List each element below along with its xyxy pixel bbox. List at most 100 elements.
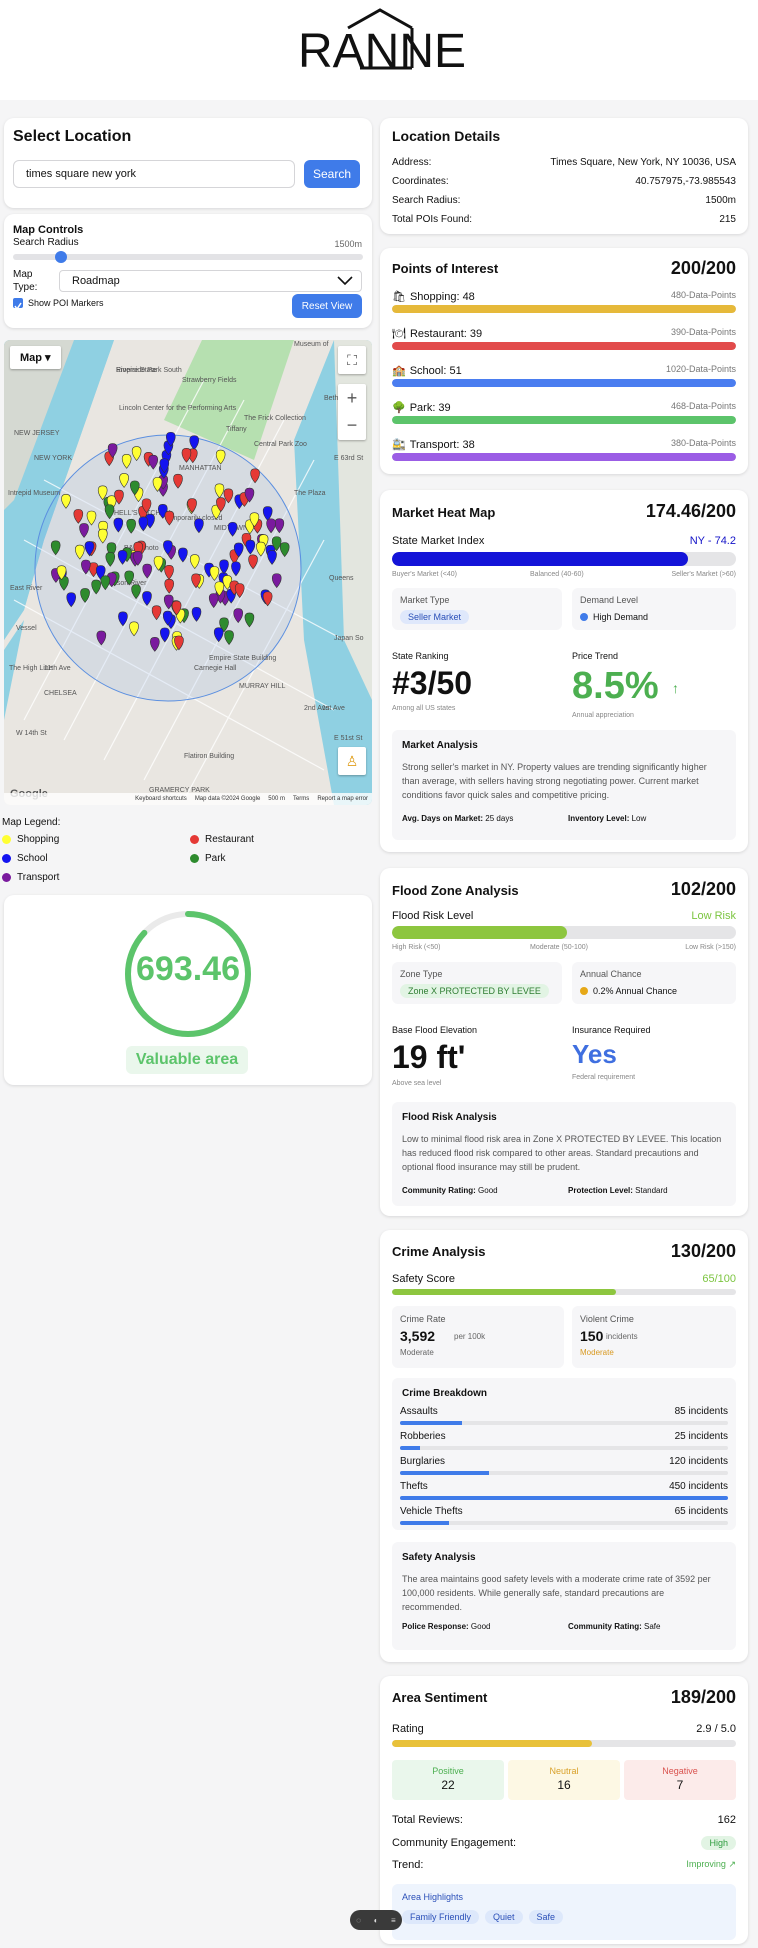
radius-slider-track[interactable] [13,254,363,260]
search-button[interactable]: Search [304,160,360,188]
poi-marker-icon[interactable] [91,579,101,595]
poi-marker-icon[interactable] [151,605,162,621]
poi-marker-icon[interactable] [191,607,202,622]
poi-marker-icon[interactable] [104,504,115,520]
poi-marker-icon[interactable] [266,518,276,534]
poi-marker-icon[interactable] [181,448,192,463]
show-markers-checkbox[interactable] [13,298,23,311]
poi-marker-icon[interactable] [191,573,201,589]
poi-marker-icon[interactable] [223,488,234,504]
poi-marker-icon[interactable] [189,554,200,570]
poi-marker-icon[interactable] [262,591,273,607]
reset-view-button[interactable]: Reset View [292,294,362,318]
poi-marker-icon[interactable] [160,627,170,643]
poi-marker-icon[interactable] [73,509,84,524]
poi-marker-icon[interactable] [249,512,260,528]
poi-marker-icon[interactable] [189,435,200,451]
poi-marker-icon[interactable] [194,518,204,534]
poi-marker-icon[interactable] [61,494,71,509]
poi-marker-icon[interactable] [208,593,219,608]
poi-marker-icon[interactable] [148,454,159,470]
keyboard-shortcuts-link[interactable]: Keyboard shortcuts [135,796,187,802]
poi-marker-icon[interactable] [213,627,224,643]
poi-marker-icon[interactable] [227,521,238,537]
poi-marker-icon[interactable] [153,555,164,571]
poi-marker-icon[interactable] [150,637,160,652]
poi-marker-icon[interactable] [164,578,175,594]
poi-marker-icon[interactable] [216,497,226,512]
poi-marker-icon[interactable] [248,554,258,570]
map-type-toggle[interactable]: Map ▾ [10,346,61,369]
poi-marker-icon[interactable] [129,480,140,496]
poi-marker-icon[interactable] [117,549,128,565]
poi-marker-icon[interactable] [97,485,108,501]
poi-marker-icon[interactable] [231,561,241,577]
poi-marker-icon[interactable] [162,610,173,626]
poi-marker-icon[interactable] [219,559,229,575]
zoom-out-icon[interactable]: − [346,415,358,435]
poi-marker-icon[interactable] [79,523,89,538]
poi-marker-icon[interactable] [244,487,255,503]
fullscreen-icon[interactable]: ⛶ [338,346,366,374]
report-error-link[interactable]: Report a map error [317,796,368,802]
poi-marker-icon[interactable] [171,600,182,616]
poi-marker-icon[interactable] [131,584,141,600]
poi-marker-icon[interactable] [129,621,139,637]
map-type-select[interactable]: Roadmap [59,270,362,292]
poi-marker-icon[interactable] [142,591,152,606]
poi-marker-icon[interactable] [163,594,174,610]
poi-marker-icon[interactable] [256,541,266,557]
poi-marker-icon[interactable] [274,518,285,534]
poi-marker-icon[interactable] [133,550,143,566]
poi-marker-icon[interactable] [163,540,173,556]
poi-marker-icon[interactable] [142,563,152,579]
poi-marker-icon[interactable] [114,489,124,505]
poi-marker-icon[interactable] [279,542,290,558]
poi-marker-icon[interactable] [138,516,149,532]
poi-marker-icon[interactable] [214,581,225,597]
poi-marker-icon[interactable] [100,575,111,591]
poi-marker-icon[interactable] [152,477,163,492]
poi-marker-icon[interactable] [244,612,255,628]
poi-marker-icon[interactable] [124,570,135,586]
poi-marker-icon[interactable] [233,608,244,624]
poi-marker-icon[interactable] [233,542,244,558]
ranne-logo[interactable]: RANNE [298,6,466,78]
poi-marker-icon[interactable] [262,506,273,522]
poi-marker-icon[interactable] [178,547,188,563]
poi-marker-icon[interactable] [174,635,184,651]
poi-marker-icon[interactable] [84,541,95,556]
poi-marker-icon[interactable] [118,611,128,627]
map-view[interactable]: Riverside Park South Strawberry Fields Lin… [4,340,372,805]
menu-icon[interactable]: ≡ [391,1915,396,1925]
poi-marker-icon[interactable] [164,510,175,526]
poi-marker-icon[interactable] [214,483,225,499]
poi-marker-icon[interactable] [165,431,176,447]
poi-marker-icon[interactable] [141,498,152,514]
poi-marker-icon[interactable] [80,588,90,603]
poi-marker-icon[interactable] [56,565,67,581]
poi-marker-icon[interactable] [97,528,108,544]
poi-marker-icon[interactable] [164,564,174,580]
pegman-icon[interactable]: ♙ [338,747,366,775]
poi-marker-icon[interactable] [121,454,132,469]
poi-marker-icon[interactable] [74,544,85,560]
poi-marker-icon[interactable] [119,473,129,488]
poi-marker-icon[interactable] [105,551,116,567]
poi-marker-icon[interactable] [267,550,277,565]
poi-marker-icon[interactable] [126,518,136,534]
toggle-icon[interactable]: ◐ [373,1915,379,1925]
poi-marker-icon[interactable] [131,446,142,462]
poi-marker-icon[interactable] [50,540,61,556]
poi-marker-icon[interactable] [271,573,282,589]
poi-marker-icon[interactable] [215,449,226,465]
zoom-in-icon[interactable]: + [346,388,358,408]
poi-marker-icon[interactable] [173,473,183,489]
map-scale[interactable]: 500 m [268,796,285,802]
poi-marker-icon[interactable] [187,498,197,514]
poi-marker-icon[interactable] [66,592,77,608]
poi-marker-icon[interactable] [86,510,97,526]
poi-marker-icon[interactable] [245,539,256,555]
chat-icon[interactable]: ◌ [356,1915,362,1925]
location-search-input[interactable]: times square new york [13,160,295,188]
